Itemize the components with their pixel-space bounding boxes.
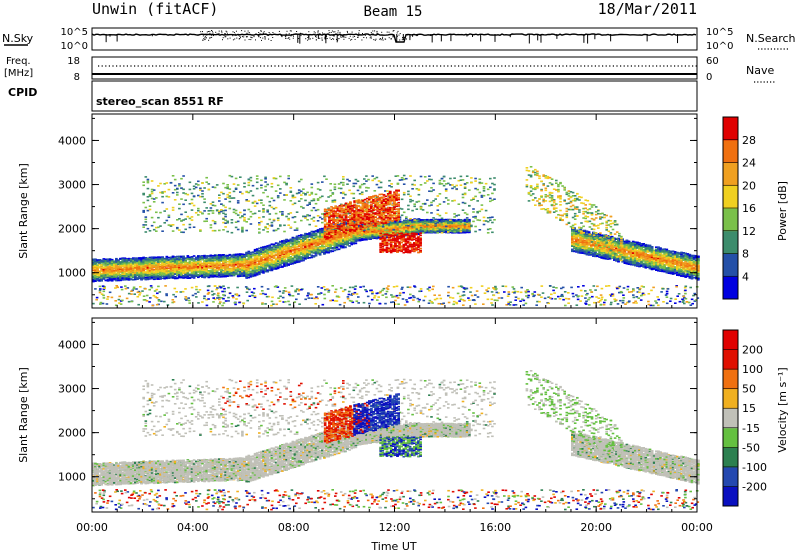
date-title: 18/Mar/2011: [598, 0, 697, 18]
velocity-colorbar-label: Velocity [m s⁻¹]: [776, 367, 789, 452]
colorbar-tick-1-0: 200: [742, 344, 763, 357]
velocity-y-axis: 1000 2000 3000 4000: [58, 321, 697, 500]
colorbar-tick-0-1: 8: [742, 248, 749, 261]
colorbar-tick-1-3: 15: [742, 402, 756, 415]
velocity-panel: 1000 2000 3000 4000 Slant Range [km] 200 100…: [17, 317, 789, 513]
colorbar-swatch-0-0: [723, 276, 738, 300]
colorbar-swatch-0-6: [723, 139, 738, 163]
colorbar-swatch-0-4: [723, 185, 738, 209]
colorbar-swatch-0-5: [723, 162, 738, 186]
station-title: Unwin (fitACF): [92, 0, 218, 18]
noise-left-label: N.Sky: [2, 32, 34, 45]
colorbar-tick-1-7: -200: [742, 480, 767, 493]
freq-left-tick-bottom: 8: [74, 72, 80, 83]
colorbar-swatch-1-6: [723, 369, 738, 390]
colorbar-tick-1-6: -100: [742, 461, 767, 474]
power-colorbar: 4 8 12 16 20 24 28: [722, 116, 756, 300]
y-tick-label-0-1: 2000: [58, 223, 86, 236]
noise-left-tick-bottom: 10^0: [61, 41, 88, 52]
cpid-label: CPID: [8, 86, 37, 99]
colorbar-swatch-1-7: [723, 349, 738, 370]
freq-right-label: Nave: [746, 64, 774, 77]
colorbar-swatch-0-1: [723, 253, 738, 277]
colorbar-tick-1-1: 100: [742, 363, 763, 376]
noise-left-tick-top: 10^5: [61, 27, 88, 38]
colorbar-tick-0-4: 20: [742, 179, 756, 192]
freq-right-tick-top: 60: [706, 56, 719, 67]
freq-left-label-1: Freq.: [6, 56, 31, 67]
cpid-panel: CPID stereo_scan 8551 RF: [8, 80, 698, 112]
time-axis: 00:00 04:00 08:00 12:00 16:00 20:00 00:00: [76, 114, 713, 534]
velocity-scatter: [92, 370, 700, 511]
colorbar-swatch-0-7: [723, 117, 738, 141]
colorbar-swatch-1-2: [723, 447, 738, 468]
power-colorbar-label: Power [dB]: [776, 181, 789, 241]
freq-left-tick-top: 18: [67, 56, 80, 67]
colorbar-swatch-1-3: [723, 427, 738, 448]
frequency-panel: Freq. [MHz] 18 8 60 0 Nave: [4, 56, 776, 83]
y-tick-label-0-2: 3000: [58, 179, 86, 192]
power-panel: 1000 2000 3000 4000 Slant Range [km] 4 8 12 16…: [17, 113, 789, 309]
colorbar-tick-0-2: 12: [742, 225, 756, 238]
velocity-y-label: Slant Range [km]: [17, 367, 30, 463]
noise-right-tick-top: 10^5: [706, 27, 733, 38]
colorbar-tick-0-3: 16: [742, 202, 756, 215]
y-tick-label-1-3: 4000: [58, 338, 86, 351]
power-y-axis: 1000 2000 3000 4000: [58, 117, 697, 296]
x-tick-label-6: 00:00: [681, 521, 713, 534]
y-tick-label-0-0: 1000: [58, 267, 86, 280]
colorbar-tick-1-5: -50: [742, 441, 760, 454]
noise-panel: N.Sky 10^5 10^0 10^5 10^0 N.Search: [2, 27, 796, 52]
x-tick-label-3: 12:00: [379, 521, 411, 534]
colorbar-tick-1-4: -15: [742, 422, 760, 435]
colorbar-tick-0-6: 28: [742, 134, 756, 147]
freq-right-tick-bottom: 0: [706, 72, 712, 83]
colorbar-tick-1-2: 50: [742, 383, 756, 396]
cpid-text: stereo_scan 8551 RF: [96, 95, 224, 108]
x-tick-label-1: 04:00: [177, 521, 209, 534]
y-tick-label-1-0: 1000: [58, 471, 86, 484]
noise-right-tick-bottom: 10^0: [706, 41, 733, 52]
x-tick-label-2: 08:00: [278, 521, 310, 534]
y-tick-label-0-3: 4000: [58, 134, 86, 147]
x-axis-label: Time UT: [370, 540, 416, 553]
y-tick-label-1-2: 3000: [58, 383, 86, 396]
colorbar-swatch-1-5: [723, 388, 738, 409]
colorbar-swatch-1-0: [723, 486, 738, 507]
power-scatter: [92, 166, 700, 307]
colorbar-swatch-1-1: [723, 466, 738, 487]
colorbar-swatch-1-4: [723, 408, 738, 429]
beam-title: Beam 15: [363, 4, 422, 20]
colorbar-tick-0-0: 4: [742, 270, 749, 283]
colorbar-swatch-0-3: [723, 208, 738, 232]
colorbar-tick-0-5: 24: [742, 157, 756, 170]
x-tick-label-5: 20:00: [580, 521, 612, 534]
y-tick-label-1-1: 2000: [58, 427, 86, 440]
x-tick-label-0: 00:00: [76, 521, 108, 534]
freq-left-label-2: [MHz]: [4, 68, 33, 79]
noise-right-label: N.Search: [746, 32, 796, 45]
velocity-colorbar: 200 100 50 15 -15 -50 -100 -200: [722, 329, 767, 507]
colorbar-swatch-0-2: [723, 230, 738, 254]
colorbar-swatch-1-8: [723, 330, 738, 351]
x-tick-label-4: 16:00: [479, 521, 511, 534]
power-y-label: Slant Range [km]: [17, 163, 30, 259]
noise-trace: [91, 30, 697, 44]
